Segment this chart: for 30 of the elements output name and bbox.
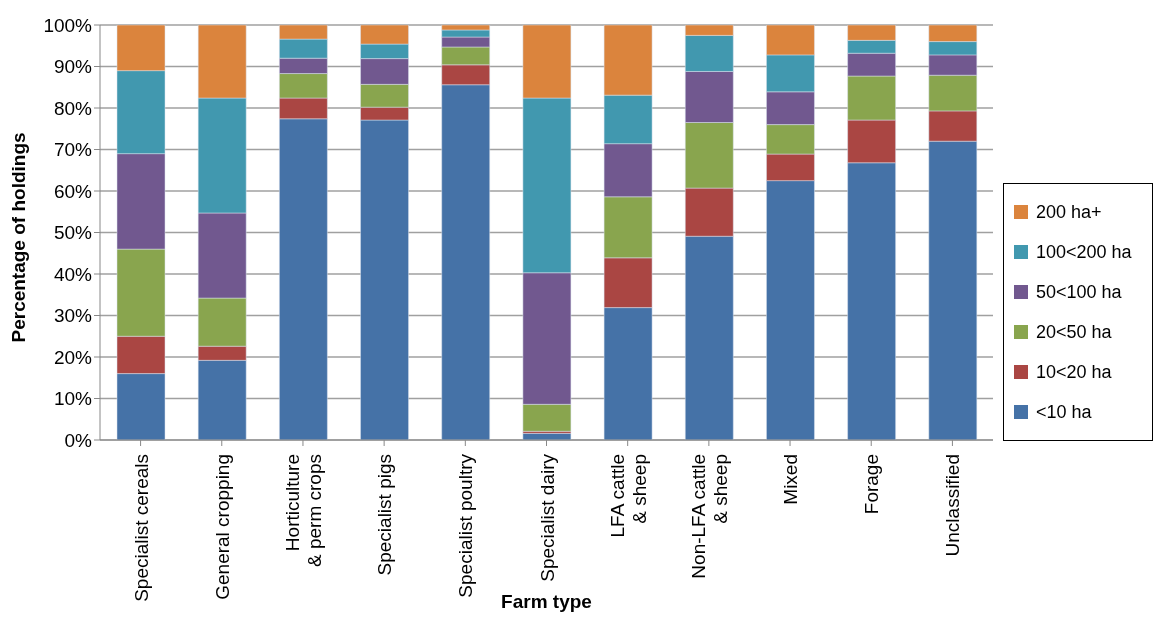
y-axis-title: Percentage of holdings [7, 132, 29, 343]
y-tick-label: 20% [53, 346, 93, 368]
y-tick-label: 60% [53, 180, 93, 202]
y-tick-label: 30% [53, 305, 93, 327]
x-tick-label: Unclassified [942, 454, 964, 557]
y-tick-label: 50% [53, 222, 93, 244]
y-tick-label: 10% [53, 388, 93, 410]
x-tick-label: Non-LFA cattle & sheep [687, 454, 731, 579]
x-tick-label: Specialist dairy [536, 453, 558, 582]
y-tick-label: 40% [53, 263, 93, 285]
y-tick-label: 70% [53, 139, 93, 161]
y-tick-label: 0% [64, 429, 93, 451]
x-tick-label: Specialist pigs [374, 454, 396, 576]
x-tick-label: Specialist poultry [455, 453, 477, 598]
legend-label: 50<100 ha [1036, 281, 1122, 303]
y-tick-label: 80% [53, 97, 93, 119]
legend-label: 10<20 ha [1036, 361, 1112, 383]
legend-label: 100<200 ha [1036, 241, 1132, 263]
y-tick-label: 90% [53, 56, 93, 78]
x-tick-label: Forage [861, 454, 883, 515]
x-tick-label: Specialist cereals [130, 454, 152, 602]
legend-label: <10 ha [1036, 401, 1092, 423]
legend-label: 200 ha+ [1036, 201, 1102, 223]
x-tick-label: General cropping [211, 454, 233, 600]
x-tick-label: Mixed [780, 454, 802, 505]
legend-label: 20<50 ha [1036, 321, 1112, 343]
y-tick-label: 100% [43, 14, 93, 36]
x-axis-title: Farm type [501, 591, 592, 612]
x-tick-label: LFA cattle & sheep [606, 454, 650, 538]
x-tick-label: Horticulture & perm crops [281, 454, 325, 567]
